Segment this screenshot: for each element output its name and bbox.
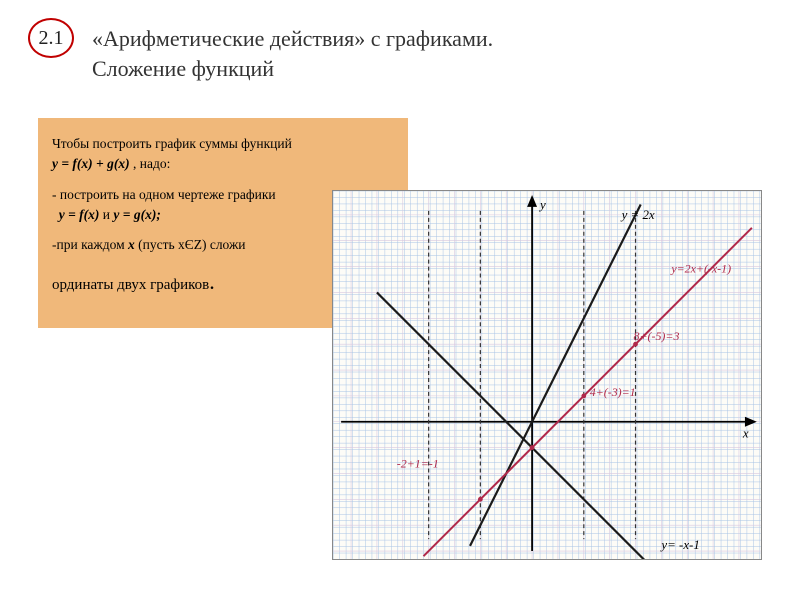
y-axis-arrow	[527, 195, 537, 207]
grid-fine	[333, 191, 761, 559]
formula-sum: y = f(x) + g(x)	[52, 156, 133, 171]
step2-x: x	[128, 237, 135, 252]
step1-a: - построить на одном чертеже графики	[52, 187, 276, 202]
label-y2x: y = 2x	[620, 207, 655, 222]
x-axis-label: x	[742, 426, 749, 441]
label-sum: y=2x+(-x-1)	[670, 262, 731, 276]
y-axis-label: y	[538, 197, 546, 212]
page-title: «Арифметические действия» с графиками. С…	[92, 18, 493, 83]
intro-text: Чтобы построить график суммы функций	[52, 136, 292, 151]
intro-tail: , надо:	[133, 156, 170, 171]
title-line2: Сложение функций	[92, 56, 274, 81]
axes	[341, 195, 757, 551]
step2-a: -при каждом	[52, 237, 128, 252]
header: 2.1 «Арифметические действия» с графикам…	[0, 0, 800, 83]
step1-and: и	[99, 207, 113, 222]
chart-container: y x y = 2x y= -x-1 y=2x+(-x-1) 8+(-5)=3 …	[332, 190, 762, 560]
calc2: 4+(-3)=1	[590, 385, 636, 399]
step3: ординаты двух графиков	[52, 277, 209, 293]
section-number-badge: 2.1	[28, 18, 74, 58]
calc1: 8+(-5)=3	[634, 329, 680, 343]
function-lines	[377, 205, 752, 559]
step1-g: y = g(x);	[113, 207, 160, 222]
grid-main	[333, 191, 761, 559]
chart-svg: y x y = 2x y= -x-1 y=2x+(-x-1) 8+(-5)=3 …	[333, 191, 761, 559]
step2-b: (пусть xЄZ) сложи	[135, 237, 246, 252]
calc3: -2+1=-1	[397, 456, 439, 470]
label-negx: y= -x-1	[659, 537, 699, 552]
section-number: 2.1	[39, 27, 64, 50]
step1-f: y = f(x)	[59, 207, 100, 222]
title-line1: «Арифметические действия» с графиками.	[92, 26, 493, 51]
step3-dot: .	[209, 269, 215, 294]
